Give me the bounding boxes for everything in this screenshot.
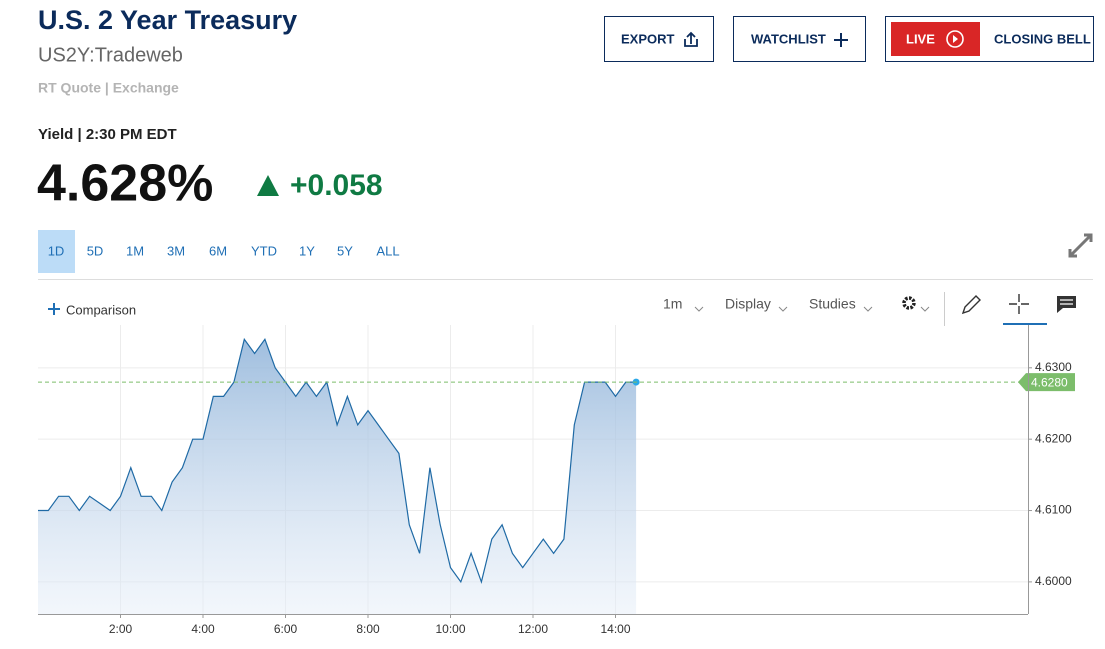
live-button[interactable]: LIVE CLOSING BELL bbox=[885, 16, 1094, 62]
up-arrow bbox=[257, 175, 279, 196]
area-fill bbox=[38, 339, 637, 614]
live-badge bbox=[891, 22, 980, 56]
title: U.S. 2 Year Treasury bbox=[38, 5, 297, 35]
range-tab[interactable]: 1Y bbox=[299, 243, 315, 258]
chevron bbox=[778, 306, 788, 312]
y-tick-label: 4.6100 bbox=[1035, 503, 1072, 517]
comment-icon bbox=[1060, 299, 1073, 305]
yield-label: Yield | 2:30 PM EDT bbox=[38, 126, 177, 143]
expand-icon[interactable] bbox=[1068, 233, 1093, 258]
x-tick-label: 10:00 bbox=[435, 622, 465, 636]
chevron bbox=[694, 306, 704, 312]
watchlist-button[interactable]: WATCHLIST bbox=[733, 16, 866, 62]
button-label: EXPORT bbox=[621, 31, 675, 46]
price-line bbox=[38, 337, 637, 584]
y-tick-label: 4.6000 bbox=[1035, 574, 1072, 588]
draw-icon[interactable] bbox=[961, 295, 981, 315]
chart: 4.6000 4.6100 4.6200 4.6300 2:00 4:00 6:00 8:00… bbox=[38, 325, 1075, 636]
range-tab[interactable]: 5D bbox=[87, 243, 104, 258]
x-tick-label: 12:00 bbox=[518, 622, 548, 636]
play-icon bbox=[946, 30, 964, 48]
price: 4.628% bbox=[37, 155, 213, 213]
play-icon bbox=[953, 35, 958, 43]
range-tab[interactable]: 1D bbox=[48, 243, 65, 258]
export-button[interactable]: EXPORT bbox=[604, 16, 714, 62]
range-tab[interactable]: 1M bbox=[126, 243, 144, 258]
change: +0.058 bbox=[290, 169, 383, 202]
comparison[interactable]: Comparison bbox=[66, 302, 136, 317]
x-tick-label: 6:00 bbox=[274, 622, 298, 636]
y-tick-label: 4.6300 bbox=[1035, 360, 1072, 374]
range-tab[interactable]: ALL bbox=[376, 243, 399, 258]
reference-badge bbox=[1018, 373, 1075, 392]
reference-label: 4.6280 bbox=[1031, 375, 1068, 389]
export-icon bbox=[684, 31, 698, 47]
y-tick-label: 4.6200 bbox=[1035, 431, 1072, 445]
plus-icon[interactable] bbox=[48, 303, 60, 315]
studies-menu[interactable]: Studies bbox=[809, 296, 856, 312]
chevron bbox=[863, 306, 873, 312]
x-tick-label: 4:00 bbox=[191, 622, 215, 636]
range-tab[interactable]: 3M bbox=[167, 243, 185, 258]
range-tab[interactable]: 6M bbox=[209, 243, 227, 258]
x-tick-label: 8:00 bbox=[356, 622, 380, 636]
selected-tab bbox=[38, 230, 75, 273]
chevron bbox=[920, 306, 930, 312]
live-label: LIVE bbox=[906, 31, 935, 46]
symbol: US2Y:Tradeweb bbox=[38, 44, 183, 66]
closing-bell-label: CLOSING BELL bbox=[994, 31, 1091, 46]
settings-icon[interactable] bbox=[902, 296, 916, 310]
source: RT Quote | Exchange bbox=[38, 80, 179, 96]
plus-icon bbox=[834, 33, 848, 47]
button-label: WATCHLIST bbox=[751, 31, 826, 46]
x-tick-label: 14:00 bbox=[600, 622, 630, 636]
button-frame bbox=[604, 16, 714, 62]
range-tab[interactable]: 5Y bbox=[337, 243, 353, 258]
crosshair-icon[interactable] bbox=[1009, 294, 1029, 314]
interval[interactable]: 1m bbox=[663, 296, 682, 312]
display-menu[interactable]: Display bbox=[725, 296, 771, 312]
range-tabs: 1D 5D 1M 3M 6M YTD 1Y 5Y ALL bbox=[48, 243, 400, 258]
range-tab[interactable]: YTD bbox=[251, 243, 277, 258]
x-tick-label: 2:00 bbox=[109, 622, 133, 636]
